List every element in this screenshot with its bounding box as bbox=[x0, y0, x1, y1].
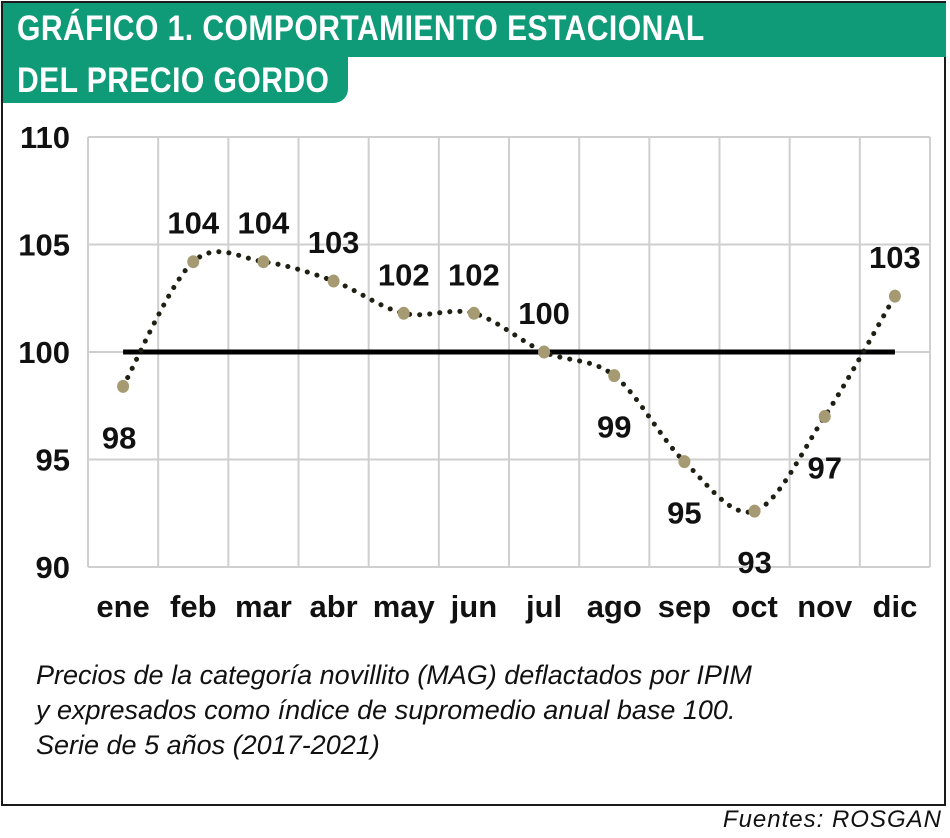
x-tick-label: sep bbox=[658, 589, 711, 624]
x-tick-label: dic bbox=[873, 589, 918, 624]
y-axis-ticks: 90 95 100 105 110 bbox=[18, 120, 70, 585]
data-point bbox=[467, 306, 480, 320]
data-label: 93 bbox=[737, 545, 771, 580]
data-point bbox=[538, 345, 551, 359]
data-labels: 98 104 104 103 102 102 100 99 95 93 97 103 bbox=[102, 206, 921, 580]
data-label: 97 bbox=[808, 451, 842, 486]
y-tick-label: 95 bbox=[36, 443, 70, 478]
data-point bbox=[748, 504, 761, 518]
data-point bbox=[397, 306, 410, 320]
y-tick-label: 90 bbox=[36, 550, 70, 585]
data-label: 99 bbox=[597, 410, 631, 445]
data-label: 104 bbox=[167, 206, 219, 241]
data-label: 104 bbox=[238, 206, 290, 241]
data-label: 95 bbox=[667, 496, 701, 531]
x-tick-label: jul bbox=[525, 589, 562, 624]
x-tick-label: oct bbox=[731, 589, 778, 624]
source-note: Fuentes: ROSGAN bbox=[722, 806, 942, 833]
y-tick-label: 100 bbox=[18, 335, 70, 370]
data-label: 102 bbox=[378, 257, 430, 292]
caption-line-3: Serie de 5 años (2017-2021) bbox=[36, 730, 380, 760]
series-markers bbox=[117, 255, 901, 518]
x-tick-label: may bbox=[373, 589, 436, 624]
data-point bbox=[327, 274, 340, 288]
x-tick-label: nov bbox=[797, 589, 853, 624]
chart-title-line-2: DEL PRECIO GORDO bbox=[17, 61, 330, 100]
data-point bbox=[608, 369, 621, 383]
data-label: 102 bbox=[448, 257, 500, 292]
series-dotted-line bbox=[120, 249, 898, 515]
x-tick-label: jun bbox=[450, 589, 498, 624]
y-tick-label: 110 bbox=[20, 120, 70, 155]
series-line bbox=[120, 249, 898, 515]
y-tick-label: 105 bbox=[18, 228, 70, 263]
data-point bbox=[818, 410, 831, 423]
title-band bbox=[3, 3, 946, 57]
data-label: 98 bbox=[102, 420, 136, 455]
chart-title-line-1: GRÁFICO 1. COMPORTAMIENTO ESTACIONAL bbox=[17, 9, 705, 48]
x-axis-ticks: ene feb mar abr may jun jul ago sep oct nov dic bbox=[96, 589, 917, 624]
data-label: 100 bbox=[518, 296, 570, 331]
data-point bbox=[888, 289, 901, 303]
x-tick-label: abr bbox=[309, 589, 357, 624]
caption-line-2: y expresados como índice de supromedio a… bbox=[36, 695, 736, 725]
data-point bbox=[187, 255, 200, 269]
title-tab bbox=[3, 57, 348, 103]
x-tick-label: mar bbox=[235, 589, 292, 624]
chart-caption: Precios de la categoría novillito (MAG) … bbox=[36, 658, 926, 763]
data-label: 103 bbox=[308, 225, 360, 260]
data-label: 103 bbox=[869, 240, 921, 275]
data-point bbox=[678, 455, 691, 469]
caption-line-1: Precios de la categoría novillito (MAG) … bbox=[36, 660, 752, 690]
x-tick-label: ago bbox=[587, 589, 642, 624]
data-point bbox=[117, 379, 130, 393]
x-tick-label: ene bbox=[96, 589, 149, 624]
x-tick-label: feb bbox=[170, 589, 217, 624]
data-point bbox=[257, 255, 270, 269]
